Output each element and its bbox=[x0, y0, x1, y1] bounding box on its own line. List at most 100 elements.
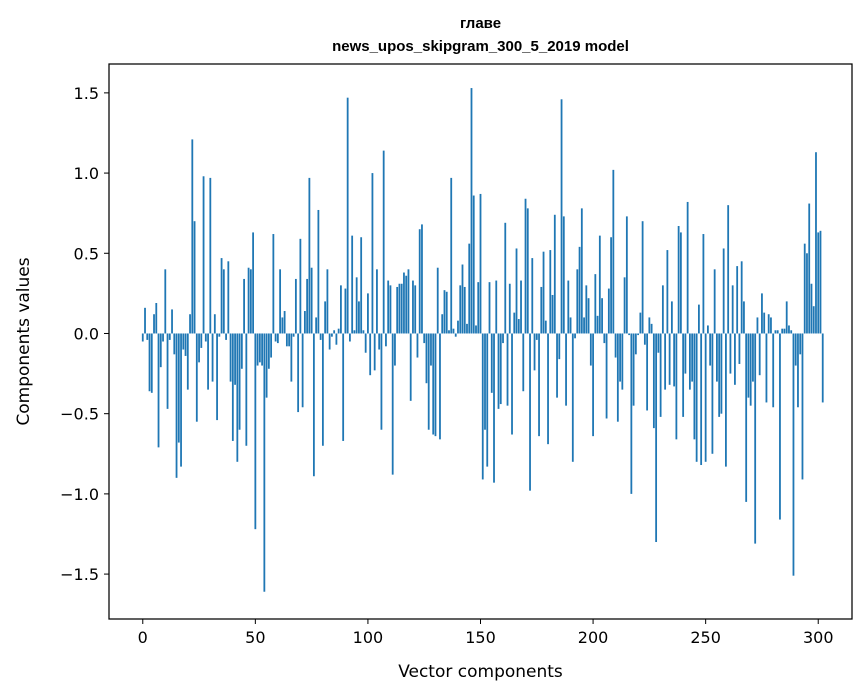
bar bbox=[254, 333, 257, 530]
bar bbox=[648, 317, 651, 334]
bar bbox=[409, 333, 412, 401]
bar bbox=[605, 333, 608, 419]
bar bbox=[272, 234, 275, 334]
bar bbox=[754, 333, 757, 544]
bar bbox=[283, 311, 286, 334]
bar bbox=[378, 333, 381, 350]
bar bbox=[331, 333, 333, 337]
bar bbox=[576, 269, 579, 334]
bar bbox=[587, 298, 590, 334]
x-tick-label: 50 bbox=[245, 628, 265, 647]
bar bbox=[661, 285, 664, 334]
bar bbox=[535, 333, 538, 340]
bar bbox=[670, 301, 673, 334]
bar bbox=[191, 139, 194, 334]
bar bbox=[355, 277, 358, 334]
bar bbox=[801, 333, 804, 480]
bar bbox=[288, 333, 291, 347]
bar bbox=[761, 293, 763, 334]
bar bbox=[547, 333, 549, 445]
bar bbox=[276, 333, 279, 344]
y-tick-label: 0.0 bbox=[74, 324, 99, 343]
bar bbox=[432, 333, 435, 435]
bar bbox=[679, 232, 682, 334]
bar bbox=[727, 205, 730, 334]
bar bbox=[463, 286, 466, 334]
bar bbox=[698, 304, 700, 334]
bar bbox=[403, 272, 405, 334]
bar bbox=[603, 333, 606, 344]
bar bbox=[731, 285, 734, 334]
bar bbox=[526, 208, 529, 334]
bar bbox=[414, 285, 417, 334]
bar bbox=[195, 333, 198, 422]
bar bbox=[207, 333, 209, 390]
bar bbox=[385, 333, 387, 347]
bar bbox=[700, 333, 703, 466]
y-tick-label: −1.5 bbox=[60, 565, 99, 584]
bar bbox=[146, 333, 149, 340]
bar bbox=[256, 333, 259, 366]
bar bbox=[171, 309, 173, 334]
bar bbox=[394, 333, 396, 366]
chart-title-word: главе bbox=[460, 15, 501, 32]
bar bbox=[470, 88, 473, 334]
bar bbox=[321, 333, 324, 446]
bar bbox=[319, 333, 322, 340]
bar bbox=[610, 237, 612, 334]
bar bbox=[353, 330, 356, 334]
bar bbox=[427, 333, 430, 430]
bar bbox=[387, 280, 390, 334]
bar bbox=[734, 333, 736, 385]
bar bbox=[324, 301, 327, 334]
bar bbox=[675, 333, 678, 440]
bar bbox=[211, 333, 214, 382]
bar bbox=[803, 243, 806, 334]
bar bbox=[817, 232, 820, 334]
bar bbox=[261, 333, 263, 366]
bar bbox=[306, 278, 309, 334]
bar bbox=[443, 290, 446, 334]
bar bbox=[285, 333, 288, 347]
bar bbox=[794, 333, 797, 366]
bar bbox=[819, 230, 822, 334]
bar bbox=[598, 235, 601, 334]
bar bbox=[506, 333, 509, 406]
x-tick-label: 150 bbox=[465, 628, 496, 647]
bar bbox=[412, 280, 414, 334]
bar bbox=[765, 333, 768, 403]
bar bbox=[220, 258, 223, 334]
bar bbox=[227, 261, 230, 334]
bar bbox=[391, 333, 394, 475]
x-axis-label: Vector components bbox=[398, 662, 563, 682]
bar bbox=[770, 317, 772, 334]
bar bbox=[337, 328, 340, 334]
bar bbox=[821, 333, 824, 403]
bar bbox=[299, 238, 302, 334]
bar bbox=[360, 237, 363, 334]
bar bbox=[247, 267, 250, 334]
bar bbox=[475, 325, 477, 334]
bar bbox=[430, 333, 432, 366]
bar bbox=[551, 294, 554, 334]
bar bbox=[779, 333, 781, 520]
bar bbox=[538, 333, 540, 437]
bar bbox=[511, 333, 513, 435]
bar bbox=[153, 314, 155, 334]
bar bbox=[148, 333, 151, 392]
bar bbox=[333, 330, 336, 334]
bar bbox=[441, 314, 444, 334]
bar bbox=[376, 269, 378, 334]
bar bbox=[382, 150, 385, 334]
bar bbox=[371, 173, 374, 334]
bar bbox=[193, 221, 196, 334]
bar bbox=[249, 269, 252, 334]
bar bbox=[499, 333, 502, 405]
bar bbox=[542, 251, 545, 334]
bar bbox=[752, 333, 754, 382]
bar bbox=[423, 333, 426, 344]
bar bbox=[162, 333, 164, 342]
bar bbox=[686, 201, 689, 334]
bar bbox=[270, 333, 273, 358]
bar bbox=[810, 283, 813, 334]
